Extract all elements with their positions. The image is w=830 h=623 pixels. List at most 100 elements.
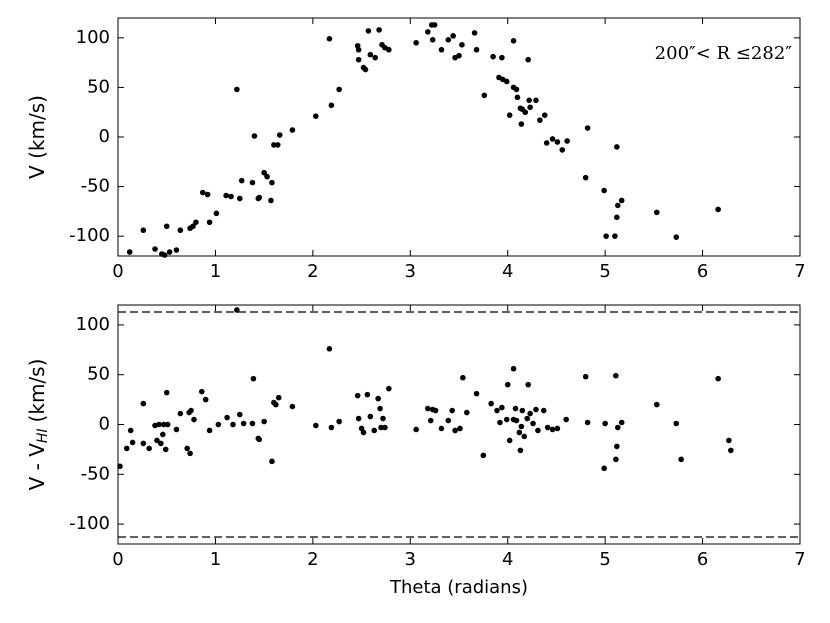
data-point [386,46,392,53]
data-point [584,125,591,131]
data-point [146,445,152,452]
data-point [726,437,732,444]
data-point [166,249,173,255]
data-point [512,405,519,412]
data-point [380,415,386,422]
data-point [224,414,230,421]
data-point [653,209,660,216]
data-point [537,117,543,123]
y-tick-label: 0 [99,414,110,435]
data-point [275,394,282,401]
data-point [506,437,513,444]
data-point [261,418,267,425]
data-point [204,191,211,198]
data-point [198,388,205,395]
data-point [355,415,362,422]
data-point [367,51,374,58]
data-point [161,252,168,258]
data-point [256,436,263,443]
data-point [215,421,222,428]
data-point [173,247,180,253]
data-point [549,426,556,433]
data-point [425,29,431,35]
data-point [494,407,500,414]
data-point [525,56,531,63]
y-tick-label: 50 [87,76,110,97]
data-point [438,425,445,432]
data-point [563,416,569,423]
y-axis-label-unit: (km/s) [25,359,49,423]
data-point [228,193,234,200]
x-tick-label: 3 [405,549,416,570]
data-point [614,144,620,150]
data-point [164,421,171,428]
data-point [355,56,362,63]
data-point [510,365,517,372]
data-point [602,420,608,427]
data-point [328,424,335,431]
data-point [129,439,136,446]
data-point [117,463,123,470]
data-point [582,373,589,380]
data-point [521,433,528,440]
y-axis-label: V - VHI (km/s) [25,359,52,491]
data-point [516,429,523,436]
data-point [367,413,374,420]
data-point [499,404,505,411]
data-point [376,27,382,33]
data-point [450,33,456,39]
data-point [564,138,570,144]
data-point [336,86,342,93]
data-point [269,458,275,465]
data-point [249,420,256,427]
data-point [223,192,229,199]
data-point [378,424,384,431]
data-point [429,37,436,43]
data-point [554,425,561,432]
data-point [158,440,164,447]
data-point [438,46,445,53]
data-point [206,219,213,226]
data-point [425,405,431,412]
data-point [452,427,458,434]
data-point [190,223,196,230]
data-point [413,39,419,46]
data-point [549,136,556,142]
data-point [459,41,465,48]
x-tick-label: 6 [697,549,708,570]
data-point [140,227,147,234]
data-point [544,424,551,431]
data-point [471,30,478,36]
data-point [519,407,526,414]
data-point [256,194,263,201]
y-axis-label: V (km/s) [25,95,49,179]
data-point [276,132,283,138]
data-point [506,112,513,118]
data-point [678,456,684,463]
data-point [527,410,533,417]
data-point [504,381,511,388]
x-axis-label: Theta (radians) [389,577,528,598]
data-point [230,421,236,428]
data-point [653,401,660,408]
data-point [540,407,547,414]
data-point [160,421,167,428]
data-point [613,372,619,379]
y-tick-label: 0 [99,126,110,147]
x-tick-label: 5 [599,261,610,282]
data-point [268,197,274,204]
data-point [527,104,533,111]
data-point [614,443,620,450]
data-point [354,392,361,399]
x-tick-label: 7 [794,549,805,570]
data-point [533,406,539,413]
data-point [445,37,452,43]
data-point [522,109,529,116]
data-point [503,78,510,85]
data-point [601,187,607,194]
data-point [618,419,625,426]
data-point [488,400,494,407]
x-tick-label: 4 [502,261,513,282]
data-point [163,223,170,230]
